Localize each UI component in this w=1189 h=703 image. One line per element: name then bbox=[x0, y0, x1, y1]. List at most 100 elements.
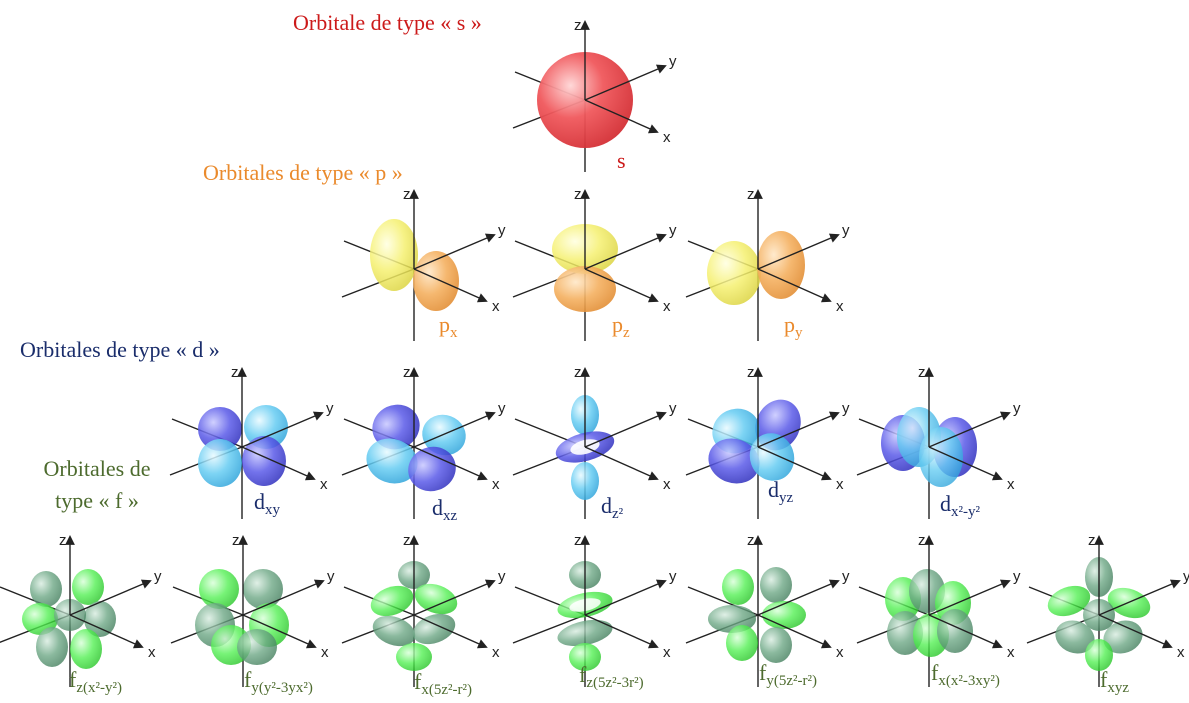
lobe-front-3 bbox=[557, 619, 613, 647]
label-dz2-sub: z² bbox=[612, 506, 624, 522]
label-f2-main: f bbox=[244, 667, 252, 692]
label-f4-main: f bbox=[579, 662, 587, 687]
axis-y-front bbox=[584, 233, 667, 270]
axis-label-y: y bbox=[1013, 400, 1021, 417]
axis-label-x: x bbox=[663, 644, 671, 661]
lobe-front-4 bbox=[726, 625, 758, 661]
p-heading: Orbitales de type « p » bbox=[203, 160, 403, 185]
axis-y-front bbox=[928, 579, 1011, 616]
label-f6-main: f bbox=[931, 660, 939, 685]
axis-y-front bbox=[757, 233, 840, 270]
label-dxz: dxz bbox=[432, 495, 457, 525]
orbital-f4: z y x bbox=[512, 532, 677, 687]
label-f2: fy(y²-3yx²) bbox=[244, 667, 313, 697]
axis-label-z: z bbox=[574, 532, 582, 549]
lobe-front-0 bbox=[199, 569, 239, 609]
lobe-front-2 bbox=[414, 583, 458, 615]
axis-label-z: z bbox=[403, 532, 411, 549]
axis-x-front bbox=[413, 614, 488, 649]
label-f6-sub: x(x²-3xy²) bbox=[938, 673, 1000, 689]
lobe-front-1 bbox=[243, 569, 283, 609]
axis-label-z: z bbox=[918, 532, 926, 549]
axis-label-y: y bbox=[154, 568, 162, 585]
lobe-front-3 bbox=[372, 615, 416, 647]
axis-label-z: z bbox=[403, 364, 411, 381]
label-f1: fz(x²-y²) bbox=[69, 667, 122, 697]
axis-label-x: x bbox=[1177, 644, 1185, 661]
axis-label-y: y bbox=[669, 568, 677, 585]
label-dxy: dxy bbox=[254, 489, 280, 519]
axis-y-front bbox=[242, 579, 325, 616]
lobe-front-4 bbox=[569, 643, 601, 671]
lobe-front-5 bbox=[1085, 639, 1113, 671]
label-px-main: p bbox=[439, 312, 450, 337]
axis-x-front bbox=[928, 446, 1003, 481]
axis-x-front bbox=[242, 614, 317, 649]
lobe-back-0 bbox=[370, 219, 418, 291]
lobe-front-1 bbox=[760, 567, 792, 603]
axis-label-y: y bbox=[842, 568, 850, 585]
orbital-dxz: z y x bbox=[341, 364, 506, 519]
axis-label-y: y bbox=[326, 400, 334, 417]
axis-y-front bbox=[413, 411, 496, 448]
lobe-front-5 bbox=[396, 643, 432, 671]
axis-x-front bbox=[413, 446, 488, 481]
label-f3-sub: x(5z²-r²) bbox=[421, 682, 472, 698]
axis-x-front bbox=[241, 446, 316, 481]
lobe-front-2 bbox=[571, 462, 599, 500]
label-py-sub: y bbox=[795, 325, 803, 341]
axis-label-x: x bbox=[492, 644, 500, 661]
label-f1-sub: z(x²-y²) bbox=[76, 680, 122, 696]
s-heading: Orbitale de type « s » bbox=[293, 10, 482, 35]
label-s: s bbox=[617, 148, 626, 174]
d-heading: Orbitales de type « d » bbox=[20, 337, 220, 362]
label-dyz: dyz bbox=[768, 477, 793, 507]
axis-label-z: z bbox=[918, 364, 926, 381]
lobe-back-0 bbox=[198, 407, 242, 451]
axis-label-y: y bbox=[669, 400, 677, 417]
axis-label-z: z bbox=[747, 532, 755, 549]
label-f6: fx(x²-3xy²) bbox=[931, 660, 1000, 690]
label-f5: fy(5z²-r²) bbox=[759, 660, 817, 690]
label-f7-main: f bbox=[1100, 667, 1108, 692]
lobe-front-1 bbox=[1047, 585, 1091, 617]
label-f1-main: f bbox=[69, 667, 77, 692]
axis-label-x: x bbox=[492, 298, 500, 315]
axis-label-y: y bbox=[842, 400, 850, 417]
axis-x-back bbox=[512, 614, 586, 644]
axis-label-y: y bbox=[327, 568, 335, 585]
axis-y-front bbox=[584, 64, 667, 101]
axis-y-front bbox=[413, 579, 496, 616]
orbital-py: z y x bbox=[685, 186, 850, 341]
label-f2-sub: y(y²-3yx²) bbox=[251, 680, 313, 696]
axis-x-front bbox=[584, 268, 659, 303]
lobe-front-0 bbox=[366, 438, 418, 484]
label-f4: fz(5z²-3r²) bbox=[579, 662, 644, 692]
lobe-front-0 bbox=[30, 571, 62, 607]
axis-label-y: y bbox=[842, 222, 850, 239]
orbital-f2: z y x bbox=[170, 532, 335, 687]
lobe-front-0 bbox=[198, 439, 242, 487]
axis-label-x: x bbox=[836, 644, 844, 661]
lobe-front-5 bbox=[70, 629, 102, 669]
axis-x-front bbox=[69, 614, 144, 649]
axis-label-x: x bbox=[663, 476, 671, 493]
label-pz-sub: z bbox=[623, 325, 630, 341]
axis-x-front bbox=[928, 614, 1003, 649]
lobe-front-1 bbox=[408, 446, 456, 492]
label-dx2y2-main: d bbox=[940, 491, 951, 516]
lobe-front-0 bbox=[554, 266, 616, 312]
label-dxy-main: d bbox=[254, 489, 265, 514]
f-heading-line2: type « f » bbox=[55, 488, 139, 513]
lobe-front-5 bbox=[937, 609, 973, 653]
label-dz2-main: d bbox=[601, 493, 612, 518]
axis-label-z: z bbox=[1088, 532, 1096, 549]
axis-y-front bbox=[757, 411, 840, 448]
axis-label-z: z bbox=[232, 532, 240, 549]
axis-label-y: y bbox=[669, 53, 677, 70]
label-py: py bbox=[784, 312, 803, 342]
f-heading-line1: Orbitales de bbox=[43, 456, 151, 481]
label-f4-sub: z(5z²-3r²) bbox=[586, 675, 644, 691]
lobe-front-4 bbox=[36, 627, 68, 667]
